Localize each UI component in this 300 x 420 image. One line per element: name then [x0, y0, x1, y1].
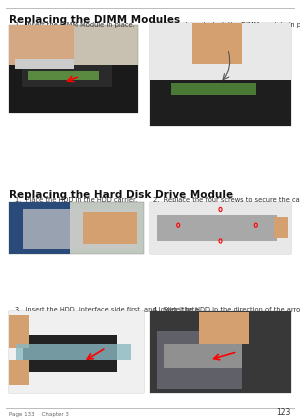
Bar — [22, 65, 112, 87]
Bar — [150, 202, 291, 254]
Bar — [83, 212, 137, 244]
Text: 1.  Insert the DIMM Module in place.: 1. Insert the DIMM Module in place. — [15, 22, 135, 28]
Bar — [150, 311, 291, 393]
Bar — [164, 344, 242, 368]
Text: 2.  Press down to lock the DIMM module in place.: 2. Press down to lock the DIMM module in… — [153, 22, 300, 28]
Bar — [150, 311, 291, 393]
Bar — [9, 315, 29, 348]
Text: 123: 123 — [277, 408, 291, 417]
Text: 2.  Replace the four screws to secure the carrier.: 2. Replace the four screws to secure the… — [153, 197, 300, 202]
Text: 3.  Insert the HDD, interface side first, and lower it into
     place.: 3. Insert the HDD, interface side first,… — [15, 307, 199, 321]
Bar — [150, 23, 291, 80]
Bar — [199, 312, 249, 344]
Bar — [16, 59, 74, 69]
Bar — [9, 360, 29, 385]
Bar — [22, 335, 117, 372]
Bar — [9, 25, 74, 65]
Bar — [171, 83, 256, 95]
Bar — [9, 25, 138, 113]
Text: 1.  Place the HDD in the HDD carrier.: 1. Place the HDD in the HDD carrier. — [15, 197, 137, 202]
Bar — [22, 210, 137, 249]
Bar — [274, 218, 288, 238]
Bar — [9, 202, 144, 254]
Bar — [16, 344, 130, 360]
Text: Page 133    Chapter 3: Page 133 Chapter 3 — [9, 412, 69, 417]
Bar — [9, 311, 144, 393]
Bar — [28, 71, 99, 80]
Bar — [9, 311, 144, 393]
Bar — [192, 23, 242, 64]
Text: 4.  Slide the HDD in the direction of the arrow to
     connect the interface.: 4. Slide the HDD in the direction of the… — [153, 307, 300, 321]
Bar — [150, 202, 291, 254]
Bar — [9, 202, 70, 254]
Text: Replacing the Hard Disk Drive Module: Replacing the Hard Disk Drive Module — [9, 190, 233, 200]
Bar — [9, 65, 138, 113]
Text: Replacing the DIMM Modules: Replacing the DIMM Modules — [9, 15, 180, 25]
Bar — [157, 331, 242, 388]
Bar — [157, 215, 277, 241]
Bar — [150, 23, 291, 126]
Bar — [150, 80, 291, 126]
